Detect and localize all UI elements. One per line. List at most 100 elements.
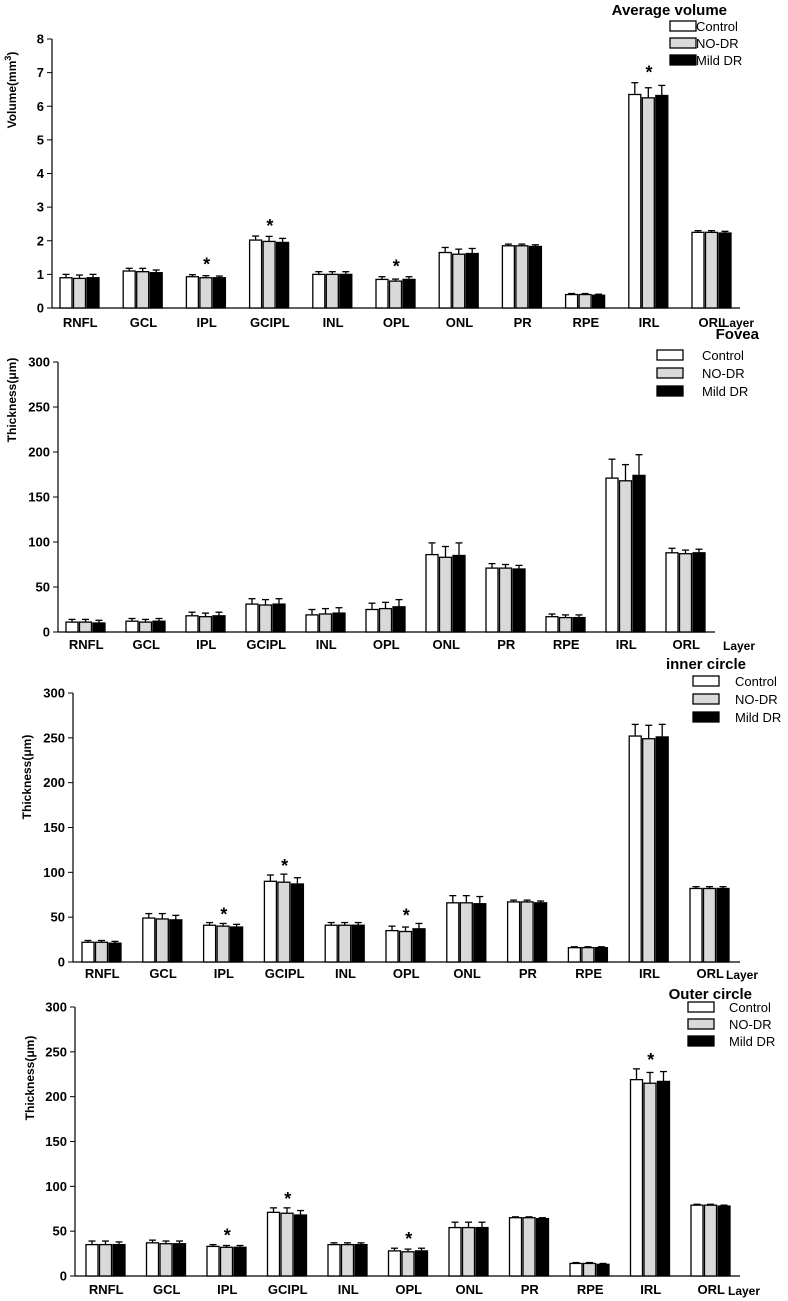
significance-star: * <box>646 63 653 83</box>
bar-mild-dr-ipl <box>233 1246 247 1277</box>
bar-mild-dr-orl <box>692 552 706 633</box>
category-label-orl: ORL <box>698 1282 726 1297</box>
bar-control-gcipl <box>266 1211 281 1277</box>
bar-no-dr-rnfl <box>94 941 109 963</box>
bar-mild-dr-ipl <box>212 277 227 309</box>
bar-mild-dr-rpe <box>596 1263 610 1277</box>
bar-mild-dr-onl <box>475 1226 489 1277</box>
category-label-ipl: IPL <box>217 1282 237 1297</box>
category-label-rpe: RPE <box>553 637 580 652</box>
bar-mild-dr-pr <box>535 1217 550 1277</box>
bar-mild-dr-rpe <box>572 616 586 633</box>
bar-mild-dr-pr <box>533 902 548 963</box>
bar-mild-dr-onl <box>465 252 479 309</box>
legend-label-control: Control <box>735 674 777 689</box>
bar-no-dr-onl <box>461 1226 476 1277</box>
y-tick-label: 7 <box>37 65 44 80</box>
y-axis-label: Thickness(μm) <box>23 1036 37 1121</box>
bar-control-rnfl <box>59 277 73 309</box>
y-tick-label: 0 <box>37 301 44 316</box>
bar-mild-dr-opl <box>402 278 416 309</box>
legend-swatch-no-dr <box>692 693 720 705</box>
chart-title: inner circle <box>666 656 746 673</box>
bar-mild-dr-irl <box>655 94 669 309</box>
bar-control-rnfl <box>85 1243 99 1277</box>
category-label-opl: OPL <box>373 637 400 652</box>
bar-control-gcl <box>125 620 139 633</box>
category-label-irl: IRL <box>616 637 637 652</box>
y-tick-label: 3 <box>37 200 44 215</box>
y-tick-label: 200 <box>43 775 65 790</box>
category-label-inl: INL <box>323 315 344 330</box>
y-tick-label: 0 <box>58 955 65 970</box>
category-label-rnfl: RNFL <box>63 315 98 330</box>
bar-control-onl <box>446 902 460 963</box>
bar-mild-dr-pr <box>528 245 543 309</box>
y-tick-label: 5 <box>37 132 44 147</box>
bar-mild-dr-rpe <box>594 947 609 963</box>
chart-panel-2: 0 50 100 150 200 250 300 Thickness(μm) RNFL GCL IP… <box>5 326 760 653</box>
legend-label-control: Control <box>702 348 744 363</box>
bar-no-dr-rnfl <box>78 621 93 633</box>
bar-mild-dr-pr <box>512 568 526 633</box>
category-label-rnfl: RNFL <box>89 1282 124 1297</box>
bar-mild-dr-inl <box>351 924 365 963</box>
bar-no-dr-onl <box>438 556 453 633</box>
bar-control-onl <box>425 553 439 633</box>
bar-mild-dr-onl <box>452 554 466 633</box>
legend-swatch-mild-dr <box>692 711 720 723</box>
bar-mild-dr-ipl <box>229 926 244 963</box>
category-label-gcl: GCL <box>149 966 177 981</box>
category-label-onl: ONL <box>433 637 461 652</box>
category-label-opl: OPL <box>395 1282 422 1297</box>
legend-label-mild-dr: Mild DR <box>735 710 781 725</box>
bar-no-dr-inl <box>325 273 339 309</box>
bar-no-dr-pr <box>522 1217 536 1277</box>
bar-control-rpe <box>569 1262 583 1277</box>
bar-mild-dr-gcl <box>149 272 163 309</box>
bar-control-irl <box>628 93 642 309</box>
legend-swatch-mild-dr <box>656 385 684 397</box>
bar-no-dr-opl <box>378 607 393 633</box>
bar-mild-dr-irl <box>656 1080 671 1277</box>
category-label-ipl: IPL <box>196 637 216 652</box>
bar-control-inl <box>312 273 326 309</box>
bar-control-rnfl <box>65 621 79 633</box>
category-label-onl: ONL <box>446 315 474 330</box>
bar-no-dr-pr <box>520 901 534 963</box>
legend-swatch-control <box>687 1001 715 1013</box>
bar-no-dr-orl <box>703 1204 718 1277</box>
bar-no-dr-ipl <box>198 616 213 633</box>
bar-no-dr-ipl <box>216 925 230 963</box>
bar-mild-dr-gcl <box>169 919 183 963</box>
bar-no-dr-gcl <box>159 1243 173 1277</box>
category-label-opl: OPL <box>383 315 410 330</box>
significance-star: * <box>393 257 400 277</box>
bar-no-dr-onl <box>452 253 466 309</box>
bar-mild-dr-inl <box>354 1243 368 1277</box>
significance-star: * <box>647 1050 654 1070</box>
bar-no-dr-orl <box>678 553 693 633</box>
y-tick-label: 150 <box>45 1134 67 1149</box>
bar-control-rnfl <box>81 941 95 963</box>
category-label-gcipl: GCIPL <box>246 637 286 652</box>
bar-no-dr-ipl <box>199 277 213 309</box>
chart-title: Outer circle <box>669 986 752 1003</box>
bar-no-dr-orl <box>704 231 719 309</box>
bar-mild-dr-gcl <box>152 620 166 633</box>
y-tick-label: 200 <box>45 1089 67 1104</box>
bar-no-dr-gcipl <box>277 881 291 963</box>
bar-control-gcipl <box>248 239 263 309</box>
category-label-orl: ORL <box>697 966 725 981</box>
bar-mild-dr-ipl <box>212 615 226 633</box>
y-tick-label: 300 <box>43 686 65 701</box>
y-tick-label: 250 <box>43 730 65 745</box>
legend-label-mild-dr: Mild DR <box>696 53 742 68</box>
chart-title: Fovea <box>716 326 760 343</box>
category-label-gcl: GCL <box>133 637 161 652</box>
legend-label-mild-dr: Mild DR <box>702 384 748 399</box>
bar-control-gcl <box>142 917 156 963</box>
bar-no-dr-irl <box>642 738 656 963</box>
category-label-rpe: RPE <box>575 966 602 981</box>
